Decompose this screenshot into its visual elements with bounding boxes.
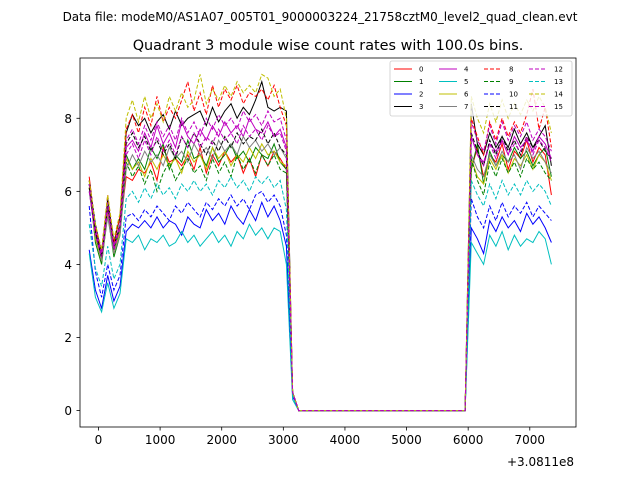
x-offset-label: +3.0811e8 [507, 455, 574, 469]
legend-label-15: 15 [554, 103, 563, 111]
series-line-12 [88, 109, 552, 412]
x-tick-label: 4000 [330, 433, 361, 447]
y-axis: 0 2 4 6 8 [64, 112, 80, 418]
series-line-13 [88, 175, 552, 412]
legend-label-9: 9 [509, 78, 513, 86]
legend-label-12: 12 [554, 66, 563, 74]
legend-frame [389, 60, 573, 117]
x-axis: 0 1000 2000 3000 4000 5000 6000 7000 [95, 427, 545, 447]
legend-label-6: 6 [464, 91, 469, 99]
series-line-0 [88, 138, 552, 412]
x-tick-label: 3000 [268, 433, 299, 447]
y-tick-label: 8 [64, 112, 72, 126]
series-line-9 [88, 153, 552, 412]
legend-label-3: 3 [419, 103, 423, 111]
legend-label-7: 7 [464, 103, 468, 111]
series-line-10 [88, 190, 552, 412]
series-line-11 [88, 128, 552, 412]
legend-label-13: 13 [554, 78, 563, 86]
figure-suptitle: Data file: modeM0/AS1A07_005T01_90000032… [63, 10, 578, 24]
y-tick-label: 6 [64, 185, 72, 199]
legend-label-5: 5 [464, 78, 468, 86]
x-tick-label: 1000 [145, 433, 176, 447]
legend-label-4: 4 [464, 66, 469, 74]
y-tick-label: 0 [64, 404, 72, 418]
legend-label-0: 0 [419, 66, 423, 74]
series-line-8 [88, 79, 552, 412]
plot-frame [79, 57, 577, 428]
series-line-2 [88, 200, 552, 412]
x-tick-label: 2000 [206, 433, 237, 447]
legend-label-1: 1 [419, 78, 423, 86]
y-tick-label: 2 [64, 331, 72, 345]
legend-label-8: 8 [509, 66, 513, 74]
legend-label-2: 2 [419, 91, 423, 99]
legend-label-14: 14 [554, 91, 563, 99]
chart-title: Quadrant 3 module wise count rates with … [133, 38, 524, 54]
legend-label-11: 11 [509, 103, 518, 111]
series-line-6 [88, 142, 552, 412]
series-line-14 [88, 73, 552, 412]
series-layer [88, 73, 552, 412]
series-line-15 [88, 124, 552, 412]
series-line-7 [88, 135, 552, 412]
x-tick-label: 5000 [391, 433, 422, 447]
x-tick-label: 6000 [453, 433, 484, 447]
y-tick-label: 4 [64, 258, 72, 272]
legend-label-10: 10 [509, 91, 518, 99]
x-tick-label: 7000 [515, 433, 546, 447]
series-line-5 [88, 223, 552, 412]
plot-area: 0 1000 2000 3000 4000 5000 6000 7000 0 2 4 6 8 +3.0… [64, 57, 577, 469]
x-tick-label: 0 [95, 433, 103, 447]
series-line-1 [88, 138, 552, 412]
